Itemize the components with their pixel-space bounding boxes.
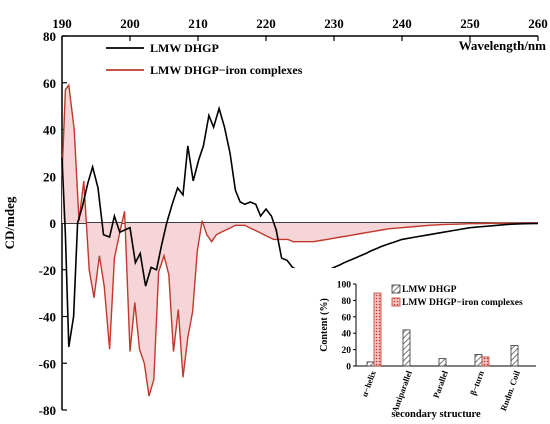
y-tick-label: -20 [39, 263, 56, 278]
series-area-iron-complexes [62, 85, 538, 396]
inset-y-tick-label: 100 [337, 281, 352, 291]
inset-y-ticks: 0 20 40 60 80 100 [337, 281, 356, 373]
legend-label-iron-complexes: LMW DHGP−iron complexes [150, 63, 303, 77]
inset-bar [481, 356, 490, 367]
inset-y-tick-label: 80 [342, 297, 352, 307]
y-tick-label: -60 [39, 356, 56, 371]
y-tick-label: 80 [43, 29, 56, 44]
inset-bar [366, 361, 375, 367]
inset-y-axis-label: Content (%) [319, 298, 330, 352]
y-tick-label: -40 [39, 310, 56, 325]
x-tick-label: 210 [188, 16, 208, 31]
x-axis-label: Wavelength/nm [459, 38, 547, 53]
series-line-iron-complexes [61, 83, 539, 397]
inset-y-tick-label: 20 [342, 346, 352, 356]
inset-legend-swatch-lmw-dhgp [391, 284, 401, 294]
main-chart: 190 200 210 220 230 240 250 260 806040200-20-40… [2, 16, 548, 418]
inset-bar [438, 358, 447, 367]
y-tick-label: -80 [39, 403, 56, 418]
inset-bar [373, 292, 382, 367]
y-tick-label: 20 [43, 169, 56, 184]
y-tick-label: 0 [50, 216, 57, 231]
inset-x-axis-label: secondary structure [391, 409, 481, 420]
y-ticks: 80 60 40 20 0 -20 -40 -60 -80 [39, 29, 67, 418]
series-line-lmw-dhgp [61, 105, 539, 348]
x-tick-label: 220 [256, 16, 276, 31]
inset-legend: LMW DHGP LMW DHGP−iron complexes [391, 284, 523, 308]
main-legend: LMW DHGP LMW DHGP−iron complexes [106, 41, 303, 77]
x-tick-label: 230 [324, 16, 344, 31]
inset-legend-swatch-iron-complexes [391, 297, 401, 307]
x-tick-label: 250 [460, 16, 480, 31]
inset-y-tick-label: 0 [346, 363, 351, 373]
x-ticks: 190 200 210 220 230 240 250 260 [52, 16, 548, 41]
inset-background [292, 268, 546, 420]
x-tick-label: 260 [528, 16, 548, 31]
x-tick-label: 190 [52, 16, 72, 31]
x-tick-label: 200 [120, 16, 140, 31]
series-group [61, 83, 539, 397]
inset-bar [510, 345, 519, 367]
x-tick-label: 240 [392, 16, 412, 31]
inset-legend-label-iron-complexes: LMW DHGP−iron complexes [402, 298, 523, 308]
y-tick-label: 60 [43, 76, 56, 91]
inset-y-tick-label: 40 [342, 330, 352, 340]
inset-legend-label-lmw-dhgp: LMW DHGP [402, 285, 457, 295]
inset-y-tick-label: 60 [342, 313, 352, 323]
legend-label-lmw-dhgp: LMW DHGP [150, 41, 219, 55]
inset-bars [366, 292, 519, 367]
y-axis-label: CD/mdeg [2, 196, 17, 249]
inset-bar [402, 329, 411, 367]
inset-bar [474, 354, 483, 367]
y-tick-label: 40 [43, 123, 56, 138]
